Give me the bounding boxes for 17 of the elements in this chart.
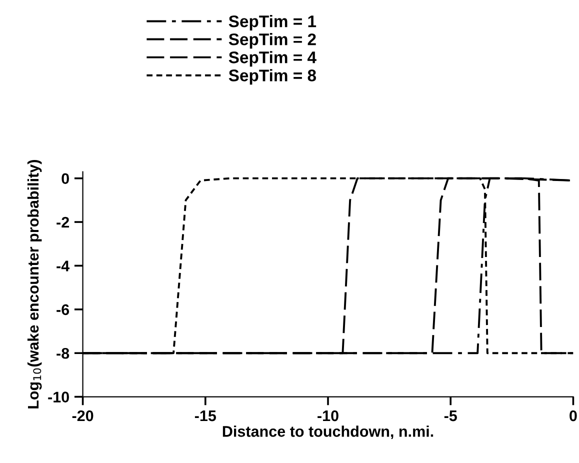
legend-label: SepTim = 8 (228, 69, 316, 85)
legend-label: SepTim = 4 (228, 51, 316, 67)
legend-label: SepTim = 2 (228, 33, 316, 49)
y-tick-label: -8 (56, 348, 70, 359)
y-tick-label: -4 (56, 260, 70, 272)
y-axis-title: Log$_{10}$(wake encounter probability) (27, 160, 42, 408)
y-tick-label: -6 (56, 304, 70, 316)
x-tick-label: -10 (318, 410, 338, 422)
x-tick-label: -15 (194, 410, 216, 422)
x-axis-title: Distance to touchdown, n.mi. (222, 426, 434, 440)
y-tick-label: -10 (48, 392, 69, 402)
y-tick-label: -2 (56, 216, 69, 228)
x-tick-label: -5 (444, 410, 457, 422)
legend-label: SepTim = 1 (228, 15, 316, 31)
y-tick-label: 0 (62, 173, 69, 184)
x-tick-label: 0 (570, 410, 577, 422)
x-tick-label: -20 (72, 410, 94, 422)
